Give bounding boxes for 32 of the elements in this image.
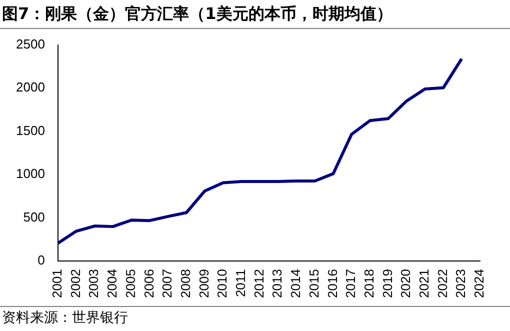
- x-tick-label: 2011: [233, 269, 248, 298]
- y-tick-label: 500: [23, 209, 45, 224]
- x-tick-label: 2005: [122, 269, 138, 298]
- x-tick-label: 2003: [86, 269, 102, 298]
- y-tick-label: 2500: [16, 36, 45, 52]
- x-tick-label: 2010: [214, 269, 230, 298]
- text: 资料来源：世界银行: [0, 306, 510, 329]
- x-tick-label: 2012: [251, 269, 266, 298]
- x-tick-label: 2001: [50, 269, 64, 298]
- x-tick-label: 2009: [196, 269, 212, 298]
- x-tick-label: 2021: [416, 269, 432, 298]
- x-tick-label: 2007: [160, 269, 175, 298]
- x-tick-label: 2013: [270, 269, 285, 298]
- x-tick-label: 2018: [361, 269, 376, 298]
- x-tick-label: 2017: [343, 269, 358, 298]
- y-tick-label: 0: [38, 252, 45, 268]
- y-tick-label: 1500: [16, 122, 45, 138]
- x-tick-label: 2008: [178, 269, 193, 298]
- y-tick-label: 1000: [16, 166, 45, 182]
- x-tick-label: 2020: [398, 269, 414, 298]
- x-tick-label: 2004: [104, 269, 120, 298]
- x-tick-label: 2022: [434, 269, 450, 298]
- x-tick-label: 2024: [472, 269, 487, 298]
- x-tick-label: 2023: [453, 269, 468, 298]
- x-tick-label: 2014: [288, 269, 304, 298]
- chart-title: 图7：刚果（金）官方汇率（1美元的本币，时期均值）: [0, 0, 510, 29]
- x-tick-label: 2015: [306, 269, 322, 298]
- x-tick-label: 2006: [141, 269, 156, 298]
- y-tick-label: 2000: [16, 80, 45, 95]
- x-tick-label: 2019: [380, 269, 395, 298]
- x-tick-label: 2002: [68, 269, 83, 298]
- x-tick-label: 2016: [324, 269, 340, 298]
